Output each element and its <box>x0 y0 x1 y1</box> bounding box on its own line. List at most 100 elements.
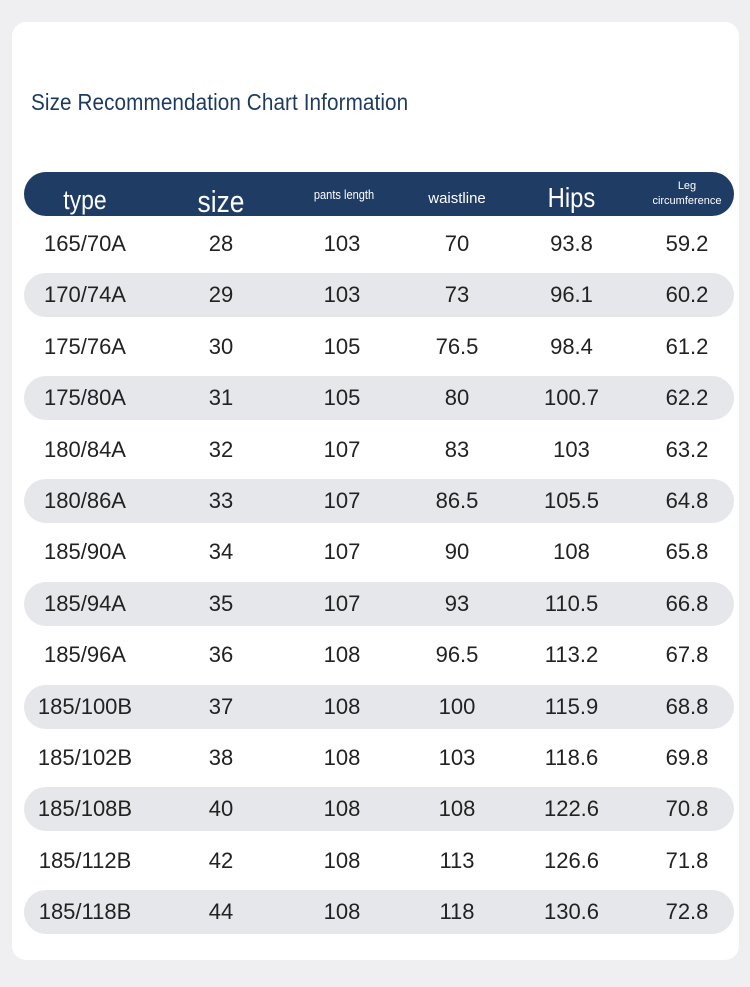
cell-pants-length: 103 <box>323 282 361 307</box>
cell-type: 185/112B <box>38 848 132 873</box>
cell-pants-length: 107 <box>323 437 361 462</box>
cell-leg-circumference: 64.8 <box>665 488 709 513</box>
table-row: 180/84A 32 107 83 103 63.2 <box>24 428 734 472</box>
cell-waistline: 76.5 <box>435 334 479 359</box>
header-size: size <box>197 184 245 219</box>
cell-pants-length: 107 <box>323 488 361 513</box>
cell-pants-length: 108 <box>323 642 361 667</box>
cell-leg-circumference: 59.2 <box>665 231 709 256</box>
cell-leg-circumference: 72.8 <box>665 899 709 924</box>
cell-hips: 118.6 <box>544 745 599 770</box>
cell-size: 40 <box>208 796 234 821</box>
table-row: 170/74A 29 103 73 96.1 60.2 <box>24 273 734 317</box>
cell-pants-length: 108 <box>323 745 361 770</box>
cell-size: 31 <box>208 385 234 410</box>
cell-type: 185/118B <box>38 899 132 924</box>
cell-leg-circumference: 67.8 <box>665 642 709 667</box>
table-row: 175/80A 31 105 80 100.7 62.2 <box>24 376 734 420</box>
cell-size: 33 <box>208 488 234 513</box>
cell-type: 185/94A <box>44 591 126 616</box>
cell-hips: 105.5 <box>543 488 600 513</box>
cell-pants-length: 108 <box>323 848 361 873</box>
table-header: type size pants length waistline Hips Le… <box>24 172 734 219</box>
header-type: type <box>63 184 107 215</box>
cell-waistline: 80 <box>444 385 470 410</box>
cell-waistline: 83 <box>444 437 470 462</box>
cell-hips: 115.9 <box>544 694 599 719</box>
table-row: 185/96A 36 108 96.5 113.2 67.8 <box>24 633 734 677</box>
table-row: 180/86A 33 107 86.5 105.5 64.8 <box>24 479 734 523</box>
cell-leg-circumference: 66.8 <box>665 591 709 616</box>
cell-leg-circumference: 60.2 <box>665 282 709 307</box>
cell-waistline: 118 <box>439 899 475 924</box>
cell-type: 185/100B <box>37 694 133 719</box>
cell-pants-length: 108 <box>323 694 361 719</box>
table-row: 175/76A 30 105 76.5 98.4 61.2 <box>24 325 734 369</box>
cell-size: 35 <box>208 591 234 616</box>
cell-hips: 100.7 <box>543 385 600 410</box>
cell-pants-length: 107 <box>323 591 361 616</box>
cell-leg-circumference: 70.8 <box>665 796 709 821</box>
cell-hips: 113.2 <box>544 642 599 667</box>
cell-pants-length: 107 <box>323 539 361 564</box>
header-leg-line1: Leg <box>677 180 697 192</box>
cell-size: 30 <box>208 334 234 359</box>
cell-waistline: 86.5 <box>435 488 479 513</box>
cell-type: 185/108B <box>37 796 133 821</box>
cell-size: 44 <box>208 899 234 924</box>
table-row: 185/94A 35 107 93 110.5 66.8 <box>24 582 734 626</box>
cell-waistline: 96.5 <box>435 642 479 667</box>
cell-size: 38 <box>208 745 234 770</box>
cell-leg-circumference: 65.8 <box>665 539 709 564</box>
cell-hips: 126.6 <box>543 848 600 873</box>
cell-hips: 96.1 <box>550 282 593 307</box>
cell-hips: 108 <box>553 539 590 564</box>
cell-size: 42 <box>208 848 234 873</box>
cell-pants-length: 108 <box>323 796 361 821</box>
cell-type: 185/96A <box>44 642 126 667</box>
cell-pants-length: 108 <box>323 899 361 924</box>
cell-pants-length: 105 <box>323 385 361 410</box>
table-row: 185/100B 37 108 100 115.9 68.8 <box>24 685 734 729</box>
cell-size: 37 <box>208 694 234 719</box>
cell-type: 175/80A <box>44 385 126 410</box>
cell-leg-circumference: 71.8 <box>665 848 709 873</box>
table-row: 185/118B 44 108 118 130.6 72.8 <box>24 890 734 934</box>
cell-pants-length: 103 <box>323 231 361 256</box>
cell-size: 32 <box>208 437 234 462</box>
cell-type: 180/86A <box>44 488 126 513</box>
table-row: 185/102B 38 108 103 118.6 69.8 <box>24 736 734 780</box>
cell-hips: 103 <box>553 437 590 462</box>
cell-hips: 122.6 <box>543 796 600 821</box>
cell-waistline: 70 <box>444 231 470 256</box>
cell-type: 185/90A <box>44 539 126 564</box>
header-leg-circumference: Leg circumference <box>634 172 740 216</box>
cell-size: 28 <box>208 231 234 256</box>
cell-waistline: 103 <box>438 745 476 770</box>
header-waistline: waistline <box>428 189 486 207</box>
table-row: 185/112B 42 108 113 126.6 71.8 <box>24 839 734 883</box>
cell-waistline: 108 <box>438 796 476 821</box>
cell-waistline: 73 <box>444 282 470 307</box>
cell-type: 180/84A <box>44 437 126 462</box>
table-row: 185/90A 34 107 90 108 65.8 <box>24 530 734 574</box>
cell-waistline: 113 <box>439 848 475 873</box>
cell-type: 165/70A <box>44 231 126 256</box>
header-leg-line2: circumference <box>652 195 722 207</box>
cell-waistline: 93 <box>444 591 470 616</box>
cell-leg-circumference: 61.2 <box>665 334 709 359</box>
cell-leg-circumference: 62.2 <box>665 385 709 410</box>
cell-waistline: 90 <box>444 539 470 564</box>
cell-type: 175/76A <box>44 334 126 359</box>
table-row: 185/108B 40 108 108 122.6 70.8 <box>24 787 734 831</box>
cell-size: 36 <box>208 642 234 667</box>
cell-pants-length: 105 <box>323 334 361 359</box>
cell-size: 29 <box>208 282 234 307</box>
cell-size: 34 <box>208 539 234 564</box>
table-row: 165/70A 28 103 70 93.8 59.2 <box>24 222 734 266</box>
cell-hips: 98.4 <box>550 334 593 359</box>
cell-type: 170/74A <box>44 282 126 307</box>
cell-hips: 93.8 <box>550 231 593 256</box>
cell-leg-circumference: 69.8 <box>665 745 709 770</box>
header-pants-length: pants length <box>313 186 375 202</box>
